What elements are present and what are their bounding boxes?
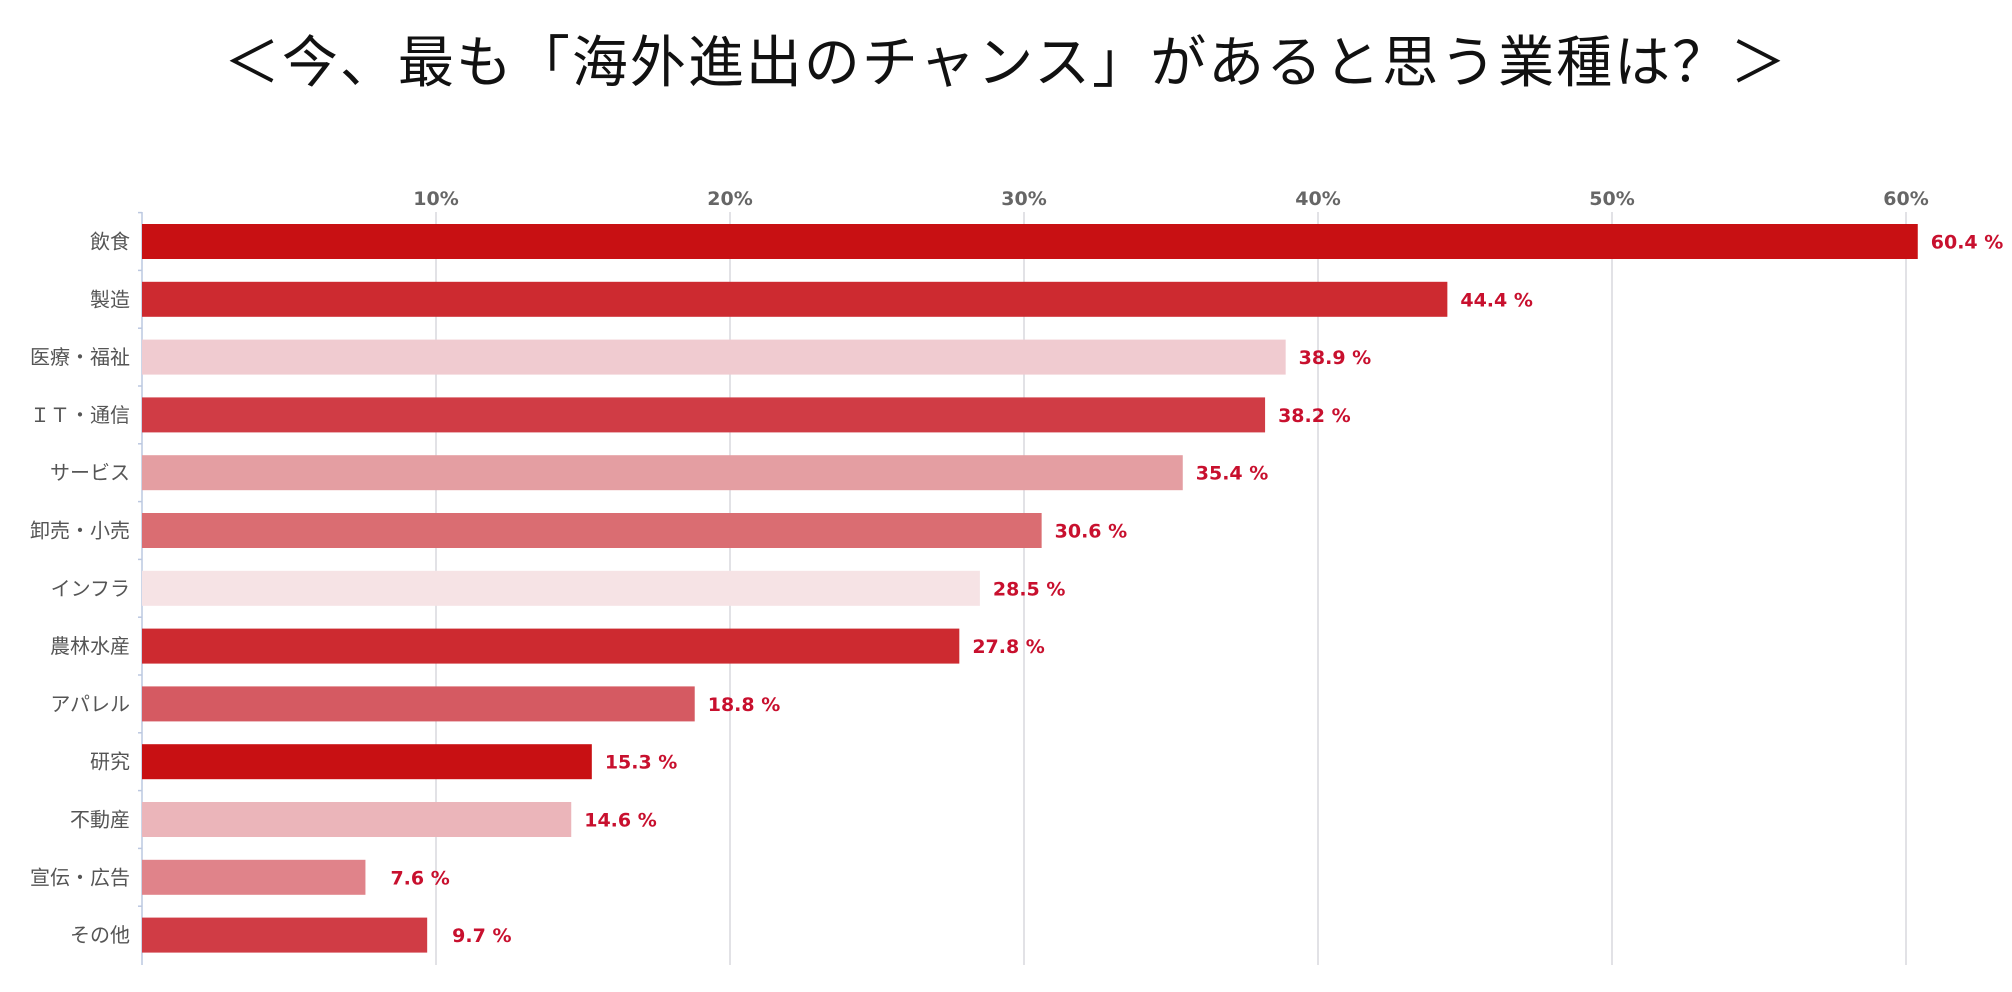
bar xyxy=(142,455,1183,491)
category-label: 不動産 xyxy=(70,808,130,832)
value-label: 30.6 % xyxy=(1055,521,1128,543)
bar xyxy=(142,570,980,606)
bar xyxy=(142,224,1918,259)
value-label: 7.6 % xyxy=(390,867,449,889)
x-tick-label: 60% xyxy=(1883,188,1928,210)
category-label: アパレル xyxy=(50,692,130,716)
category-label: 医療・福祉 xyxy=(30,345,130,369)
category-label: インフラ xyxy=(51,576,130,600)
bar xyxy=(142,513,1042,548)
bar xyxy=(142,281,1448,317)
category-label: サービス xyxy=(50,461,130,485)
chart-title: ＜今、最も「海外進出のチャンス」があると思う業種は？＞ xyxy=(223,31,1789,96)
bar xyxy=(142,397,1266,433)
value-label: 44.4 % xyxy=(1460,289,1533,311)
bar xyxy=(142,917,428,953)
x-tick-label: 10% xyxy=(413,188,458,210)
x-tick-label: 30% xyxy=(1001,188,1046,210)
bar xyxy=(142,859,366,895)
category-label: 飲食 xyxy=(90,230,130,254)
bar xyxy=(142,744,592,780)
bar xyxy=(142,628,960,664)
category-label: 研究 xyxy=(90,750,130,774)
category-label: 農林水産 xyxy=(50,634,130,658)
value-label: 38.2 % xyxy=(1278,405,1351,427)
category-label: 製造 xyxy=(90,287,130,311)
category-label: 卸売・小売 xyxy=(30,519,130,543)
value-label: 15.3 % xyxy=(605,752,678,774)
value-label: 35.4 % xyxy=(1196,463,1269,485)
value-label: 27.8 % xyxy=(972,636,1045,658)
bar xyxy=(142,686,695,722)
category-label: ＩＴ・通信 xyxy=(30,403,130,427)
x-tick-label: 40% xyxy=(1295,188,1340,210)
x-tick-label: 50% xyxy=(1589,188,1634,210)
value-label: 38.9 % xyxy=(1299,347,1372,369)
value-label: 60.4 % xyxy=(1931,232,2004,254)
value-label: 28.5 % xyxy=(993,578,1066,600)
x-tick-label: 20% xyxy=(707,188,752,210)
value-label: 9.7 % xyxy=(452,925,511,947)
value-label: 18.8 % xyxy=(708,694,781,716)
bar xyxy=(142,802,572,837)
category-label: その他 xyxy=(70,923,130,947)
category-label: 宣伝・広告 xyxy=(30,865,130,889)
bar xyxy=(142,339,1286,375)
value-label: 14.6 % xyxy=(584,810,657,832)
